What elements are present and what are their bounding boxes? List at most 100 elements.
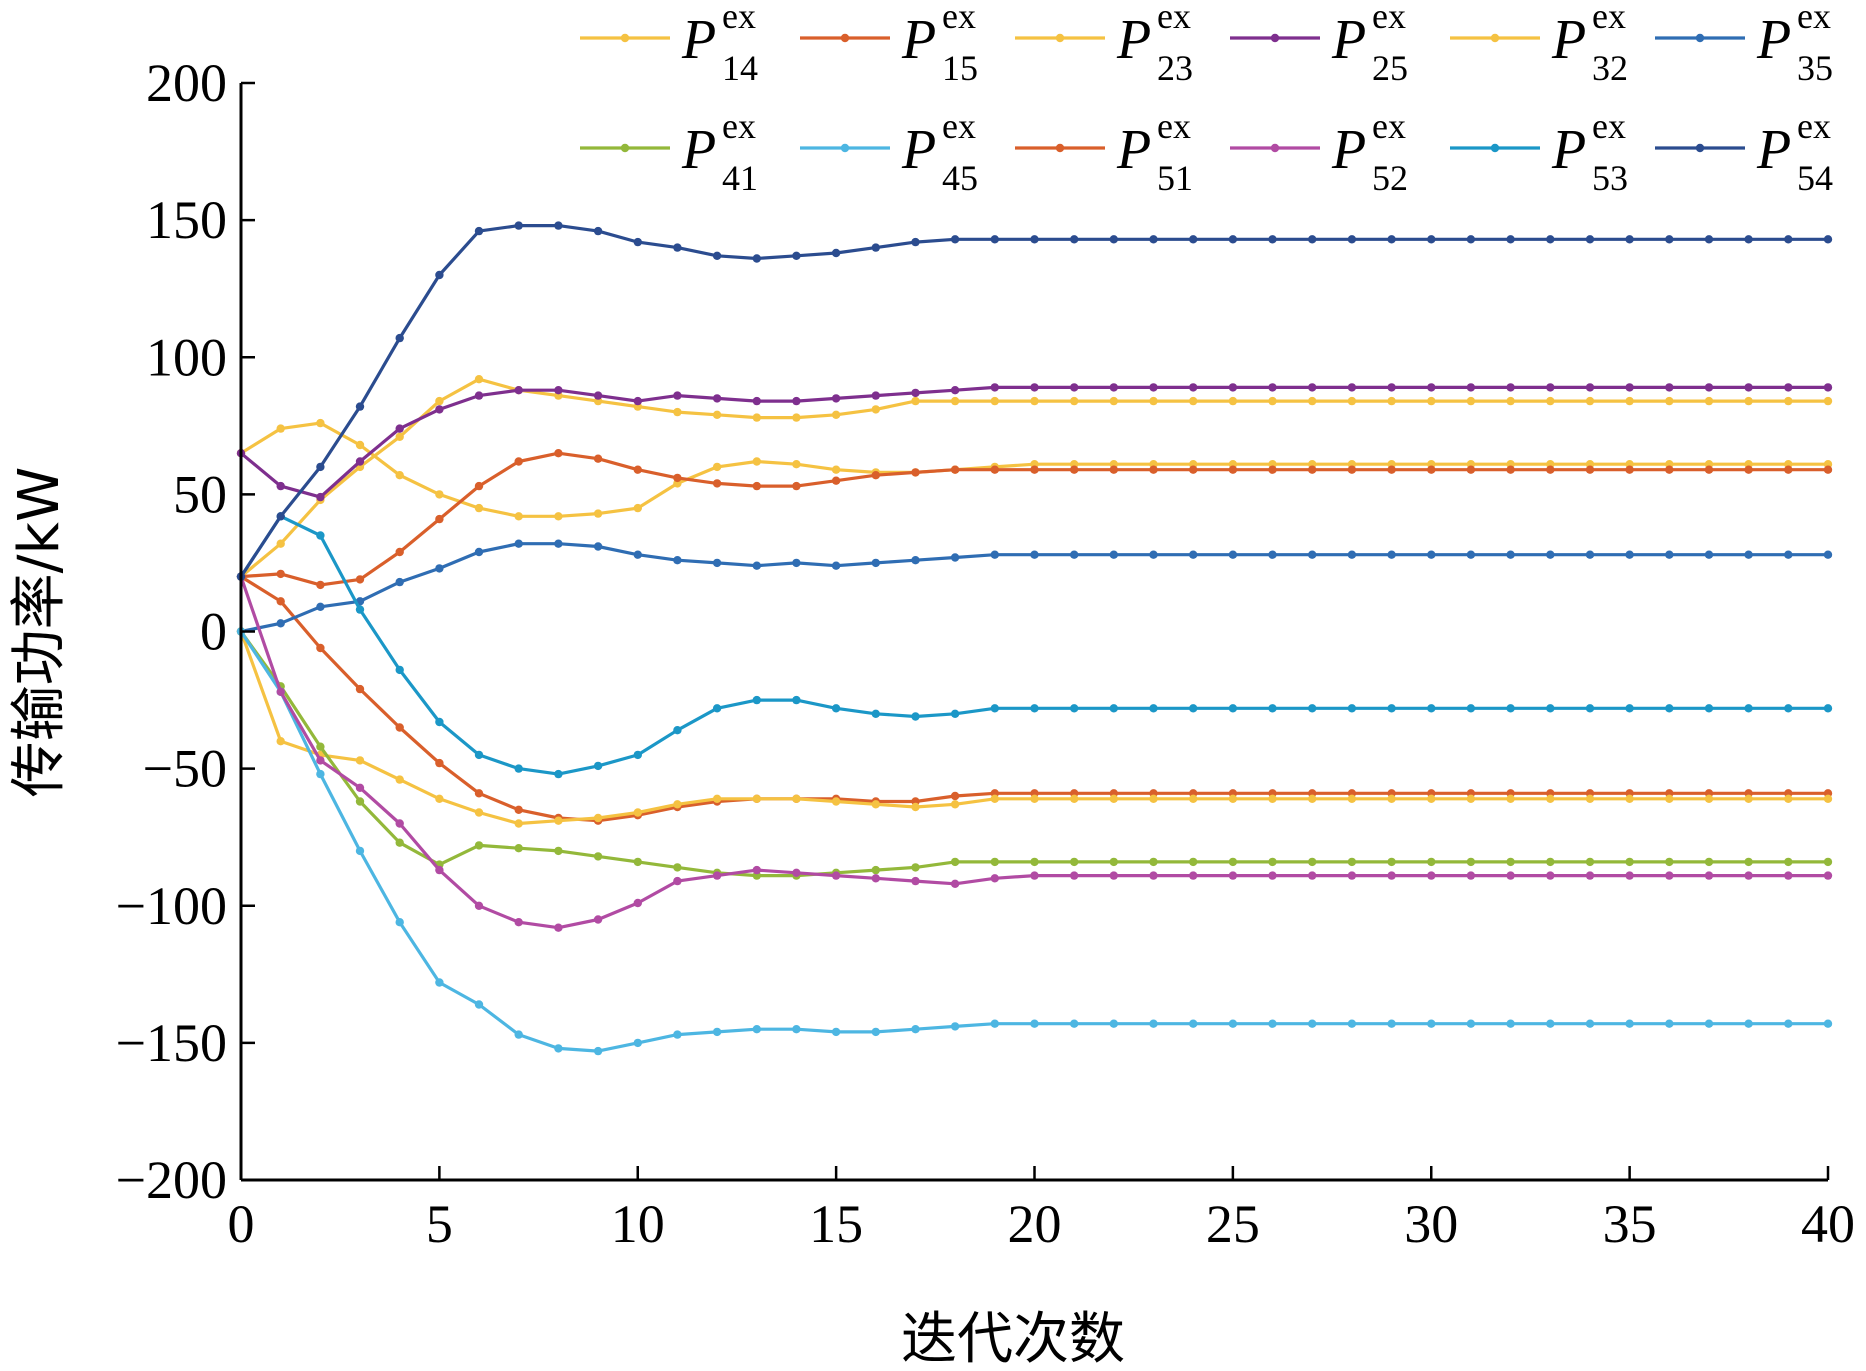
data-point (752, 396, 761, 406)
series-25 (236, 383, 1833, 502)
data-point (831, 561, 841, 570)
data-point (1546, 1019, 1555, 1028)
data-point (474, 226, 484, 236)
data-point (1704, 857, 1714, 867)
data-point (514, 805, 523, 814)
data-point (395, 432, 404, 441)
data-point (316, 769, 325, 779)
x-axis-label: 迭代次数 (901, 1307, 1125, 1371)
data-point (1387, 704, 1396, 713)
data-point (1466, 235, 1476, 244)
data-point (355, 797, 365, 806)
data-point (1585, 794, 1595, 803)
data-point (395, 775, 404, 784)
data-point (1387, 1019, 1396, 1028)
legend-label: P (1551, 119, 1586, 181)
data-point (911, 802, 920, 812)
series-line-23 (239, 377, 1828, 578)
data-point (1466, 704, 1476, 713)
data-point (950, 879, 960, 888)
data-point (1149, 794, 1158, 803)
data-point (554, 386, 563, 395)
y-tick-label: 50 (173, 464, 227, 524)
data-point (1823, 857, 1833, 867)
data-point (1189, 235, 1198, 244)
data-point (1308, 550, 1317, 559)
data-point (1149, 871, 1158, 880)
legend-label-sup: ex (1797, 0, 1831, 36)
data-point (792, 1025, 801, 1034)
data-point (1665, 871, 1674, 880)
data-point (1109, 1019, 1119, 1028)
data-point (1427, 235, 1436, 244)
legend-label-sup: ex (1797, 106, 1831, 146)
series-51 (236, 449, 1833, 590)
data-point (1189, 465, 1198, 474)
data-point (1308, 794, 1317, 803)
data-point (1347, 704, 1357, 713)
data-point (1506, 871, 1515, 880)
data-point (1546, 550, 1555, 559)
data-point (871, 800, 880, 809)
data-point (554, 449, 563, 458)
data-point (1625, 1019, 1634, 1028)
data-point (871, 865, 880, 875)
data-point (1427, 550, 1436, 559)
data-point (316, 742, 325, 751)
data-point (1784, 550, 1793, 559)
data-point (435, 490, 444, 499)
data-point (474, 789, 484, 798)
data-point (1546, 465, 1555, 474)
data-point (355, 575, 365, 584)
data-point (1228, 465, 1238, 474)
data-point (1704, 235, 1714, 244)
data-point (633, 1038, 642, 1048)
data-point (1308, 857, 1317, 867)
data-point (1625, 857, 1634, 867)
legend-label-sup: ex (1372, 0, 1406, 36)
data-point (1030, 704, 1039, 713)
data-point (1347, 550, 1357, 559)
data-point (355, 846, 365, 856)
data-point (514, 539, 523, 548)
legend-label-sub: 35 (1797, 48, 1833, 88)
data-point (990, 874, 999, 883)
data-point (871, 874, 880, 883)
data-point (554, 539, 563, 548)
series-15 (236, 572, 1833, 825)
legend-marker (1055, 33, 1065, 43)
data-point (554, 512, 563, 521)
data-point (1744, 550, 1753, 559)
data-point (1228, 857, 1238, 867)
data-point (1506, 1019, 1515, 1028)
data-point (950, 396, 960, 406)
data-point (792, 251, 801, 260)
data-point (1585, 383, 1595, 392)
data-point (752, 865, 761, 875)
data-point (1625, 465, 1634, 474)
data-point (1109, 704, 1119, 713)
data-point (1189, 794, 1198, 803)
data-point (1030, 1019, 1039, 1028)
data-point (1228, 871, 1238, 880)
data-point (1823, 871, 1833, 880)
data-point (1546, 235, 1555, 244)
series-41 (236, 627, 1833, 880)
legend-marker (1490, 143, 1500, 153)
data-point (474, 841, 484, 850)
data-point (1585, 857, 1595, 867)
data-point (1546, 794, 1555, 803)
legend-label-sub: 14 (722, 48, 758, 88)
data-point (316, 643, 325, 653)
data-point (1506, 550, 1515, 559)
data-point (1744, 704, 1753, 713)
data-point (1665, 235, 1674, 244)
data-point (1744, 465, 1753, 474)
data-point (1625, 704, 1634, 713)
data-point (1625, 794, 1634, 803)
data-point (1585, 550, 1595, 559)
